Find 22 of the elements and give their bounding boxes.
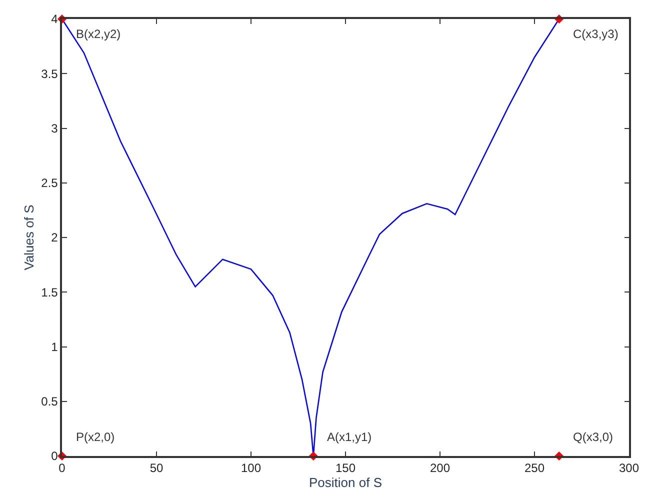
y-tick-label: 4 [51, 12, 58, 26]
x-tick-label: 50 [150, 461, 164, 476]
x-tick-label: 150 [335, 461, 356, 476]
y-tick-label: 2.5 [41, 176, 58, 190]
y-tick-label: 3 [51, 121, 58, 136]
x-tick-label: 100 [240, 461, 262, 476]
x-axis-title: Position of S [309, 475, 382, 490]
annotation: C(x3,y3) [573, 27, 618, 41]
y-tick-label: 1.5 [41, 285, 58, 300]
x-tick-label: 250 [524, 461, 545, 476]
annotation: A(x1,y1) [327, 430, 372, 444]
y-tick-label: 2 [51, 230, 58, 245]
x-tick-label: 200 [430, 461, 450, 476]
y-axis-title: Values of S [22, 204, 37, 270]
x-tick-label: 300 [618, 461, 640, 476]
annotation: Q(x3,0) [573, 430, 614, 444]
y-tick-label: 0 [51, 449, 58, 464]
y-tick-label: 1 [51, 340, 58, 354]
y-tick-label: 3.5 [41, 66, 58, 81]
annotation: B(x2,y2) [76, 27, 121, 41]
annotation: P(x2,0) [76, 430, 115, 444]
y-tick-label: 0.5 [41, 394, 58, 409]
